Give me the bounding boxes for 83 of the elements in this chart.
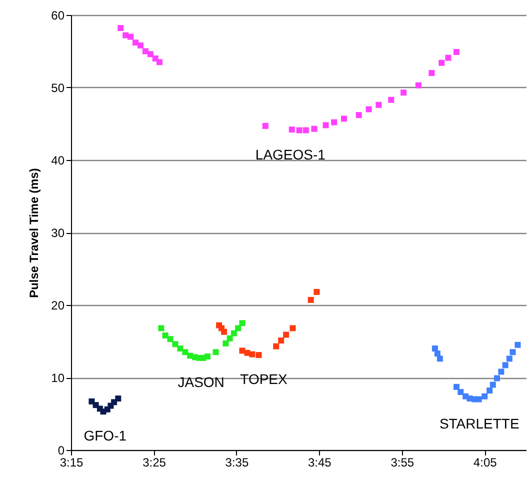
point	[239, 320, 246, 326]
x-tick-label: 4:05	[473, 456, 498, 470]
point	[158, 325, 164, 332]
point	[235, 325, 242, 332]
point	[400, 90, 407, 96]
point	[434, 350, 440, 357]
x-tick-label: 3:25	[142, 456, 166, 470]
x-tick-label: 3:15	[60, 456, 84, 470]
series-label: TOPEX	[240, 371, 288, 388]
y-tick-label: 40	[51, 154, 65, 168]
point	[340, 116, 347, 122]
point	[502, 362, 508, 368]
point	[156, 59, 162, 66]
point	[142, 48, 148, 54]
point	[283, 332, 290, 338]
point	[177, 346, 184, 352]
point	[458, 389, 464, 395]
y-tick-label: 0	[58, 444, 65, 458]
point	[262, 122, 268, 129]
point	[212, 349, 219, 356]
point	[445, 54, 452, 61]
point	[494, 375, 500, 382]
point	[514, 342, 521, 348]
series-label: GFO-1	[84, 428, 127, 444]
point	[490, 382, 496, 388]
y-tick-label: 50	[51, 81, 65, 95]
point	[308, 296, 314, 303]
point	[482, 393, 488, 400]
point	[366, 106, 372, 112]
y-tick-label: 30	[51, 226, 65, 240]
point	[278, 338, 284, 344]
point	[356, 112, 362, 118]
point	[288, 126, 295, 133]
point	[302, 127, 309, 134]
series-label: JASON	[178, 374, 224, 390]
point	[132, 40, 139, 46]
point	[137, 42, 144, 48]
x-tick-label: 3:35	[225, 456, 249, 470]
point	[314, 288, 320, 295]
point	[118, 25, 124, 32]
point	[454, 48, 460, 55]
point	[162, 332, 168, 338]
point	[476, 396, 482, 402]
point	[454, 384, 460, 390]
point	[222, 340, 229, 346]
point	[221, 328, 228, 335]
point	[249, 351, 256, 358]
series-label: STARLETTE	[439, 415, 520, 432]
point	[256, 352, 262, 358]
y-tick-label: 10	[51, 371, 65, 385]
x-tick-label: 3:45	[308, 456, 332, 470]
point	[438, 60, 445, 66]
point	[182, 349, 188, 356]
y-tick-label: 60	[51, 8, 65, 22]
point	[415, 82, 422, 88]
point	[172, 341, 178, 348]
point	[486, 388, 493, 394]
point	[290, 325, 296, 332]
y-axis-title: Pulse Travel Time (ms)	[27, 168, 42, 298]
point	[436, 356, 443, 362]
series-label: LAGEOS-1	[255, 146, 326, 162]
point	[498, 368, 504, 375]
point	[115, 396, 122, 402]
point	[167, 336, 174, 342]
point	[147, 51, 154, 58]
point	[230, 330, 237, 336]
point	[376, 102, 382, 108]
point	[388, 96, 394, 103]
point	[506, 356, 512, 362]
point	[428, 70, 435, 76]
point	[239, 348, 246, 354]
point	[296, 127, 302, 134]
point	[128, 34, 134, 40]
point	[331, 119, 338, 126]
point	[432, 346, 438, 352]
point	[273, 343, 280, 350]
y-tick-label: 20	[51, 298, 65, 312]
point	[322, 122, 329, 128]
point	[510, 349, 516, 356]
point	[226, 335, 233, 342]
point	[204, 353, 210, 360]
point	[311, 126, 318, 132]
x-tick-label: 3:55	[390, 456, 414, 470]
